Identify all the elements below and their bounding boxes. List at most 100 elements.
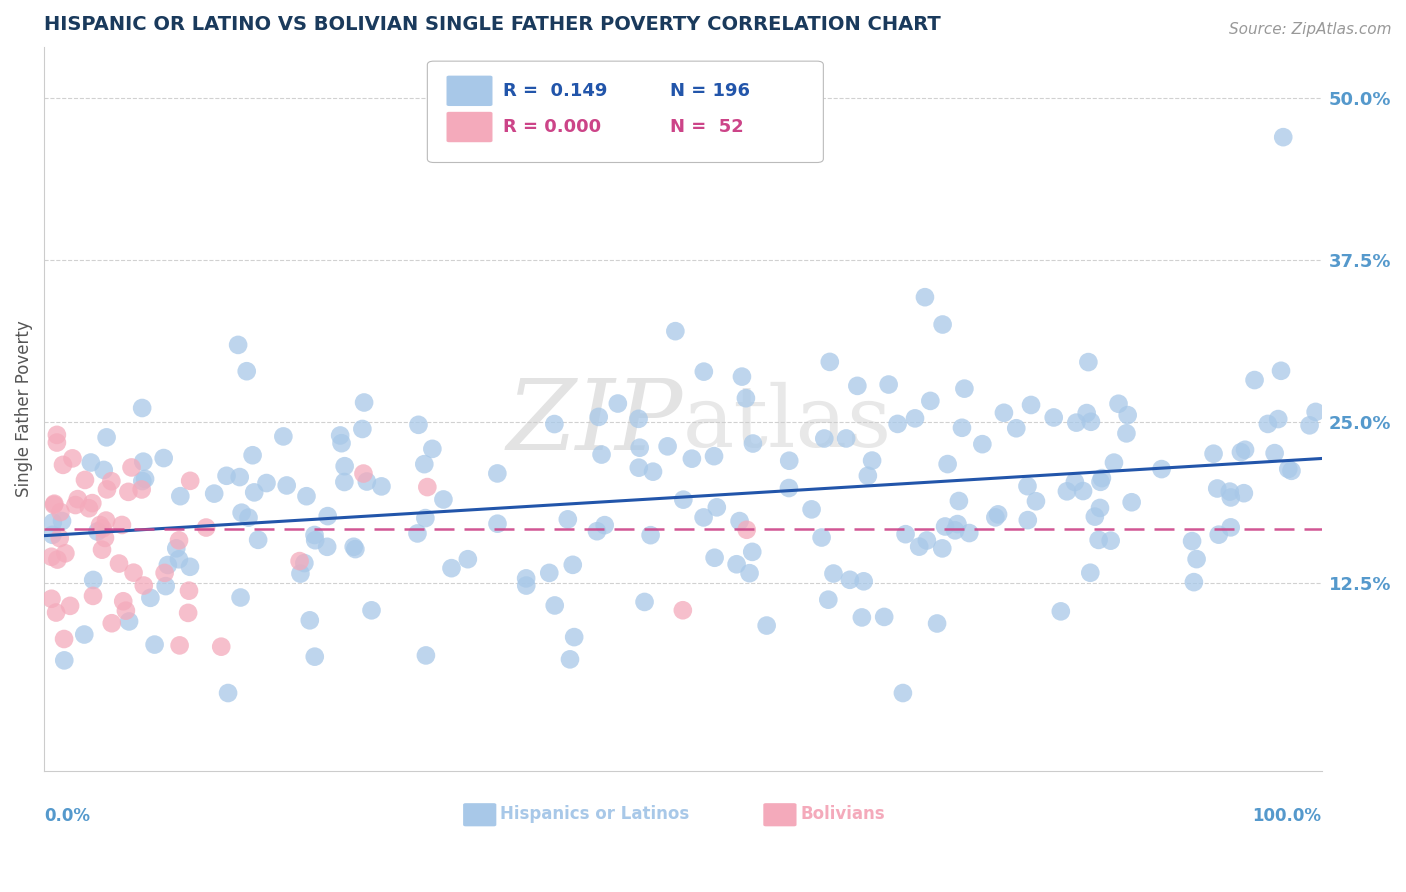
Point xyxy=(835,432,858,446)
Point xyxy=(672,603,695,617)
Point xyxy=(42,498,65,512)
Point xyxy=(229,591,252,605)
Point xyxy=(329,428,352,442)
Point xyxy=(353,395,375,409)
Point xyxy=(633,595,655,609)
Point xyxy=(65,498,87,512)
Point xyxy=(886,417,908,431)
Point xyxy=(66,492,89,507)
Point xyxy=(276,478,298,492)
Point xyxy=(891,686,914,700)
Point xyxy=(73,473,96,487)
Point xyxy=(235,364,257,378)
Point xyxy=(202,486,225,500)
Text: atlas: atlas xyxy=(683,382,891,465)
Point xyxy=(915,533,938,548)
Point xyxy=(416,480,439,494)
Point xyxy=(406,526,429,541)
Point xyxy=(1088,500,1111,515)
FancyBboxPatch shape xyxy=(447,76,492,106)
Point xyxy=(904,411,927,425)
Point xyxy=(167,533,190,548)
Point xyxy=(914,290,936,304)
Point xyxy=(118,615,141,629)
Point xyxy=(242,448,264,462)
FancyBboxPatch shape xyxy=(463,803,496,826)
Point xyxy=(48,531,70,545)
Point xyxy=(52,458,75,472)
Point xyxy=(256,476,278,491)
Text: R = 0.000: R = 0.000 xyxy=(503,118,600,136)
Point xyxy=(94,514,117,528)
Point xyxy=(177,583,200,598)
Point xyxy=(856,468,879,483)
Point xyxy=(1108,397,1130,411)
Point xyxy=(641,465,664,479)
Point xyxy=(486,467,509,481)
Point xyxy=(1298,418,1320,433)
Point xyxy=(413,457,436,471)
Point xyxy=(62,451,84,466)
Point xyxy=(800,502,823,516)
FancyBboxPatch shape xyxy=(427,62,824,162)
Point xyxy=(1219,491,1241,505)
Point xyxy=(920,393,942,408)
Point xyxy=(209,640,232,654)
Point xyxy=(738,566,761,581)
Point xyxy=(304,533,326,548)
Point xyxy=(846,379,869,393)
Point xyxy=(288,554,311,568)
Point xyxy=(292,556,315,570)
Point xyxy=(360,603,382,617)
Point xyxy=(755,618,778,632)
Point xyxy=(139,591,162,605)
Point xyxy=(408,417,430,432)
Point xyxy=(586,524,609,539)
Point xyxy=(672,492,695,507)
Point xyxy=(333,459,356,474)
Point xyxy=(725,558,748,572)
Point xyxy=(1277,462,1299,476)
Point xyxy=(627,460,650,475)
Point xyxy=(987,508,1010,522)
Point xyxy=(352,422,374,436)
Point xyxy=(810,531,832,545)
Point xyxy=(167,552,190,566)
Point xyxy=(91,542,114,557)
Point xyxy=(353,467,375,481)
Point xyxy=(91,522,114,536)
Point xyxy=(290,566,312,581)
Point xyxy=(111,518,134,533)
Text: Bolivians: Bolivians xyxy=(800,805,884,823)
Point xyxy=(1182,575,1205,590)
Point xyxy=(132,455,155,469)
Point xyxy=(1202,447,1225,461)
Point xyxy=(1116,408,1139,422)
Point xyxy=(1042,410,1064,425)
Point xyxy=(544,599,567,613)
Point xyxy=(731,369,754,384)
Point xyxy=(838,573,860,587)
Point xyxy=(1272,130,1295,145)
Point xyxy=(82,573,104,587)
Point xyxy=(112,594,135,608)
Point xyxy=(1121,495,1143,509)
Point xyxy=(1267,412,1289,426)
Point xyxy=(1219,520,1241,534)
Point xyxy=(558,652,581,666)
Point xyxy=(228,470,250,484)
Point xyxy=(692,510,714,524)
Point xyxy=(703,449,725,463)
Point xyxy=(817,592,839,607)
Text: R =  0.149: R = 0.149 xyxy=(503,82,607,100)
Point xyxy=(343,540,366,554)
Point xyxy=(1063,475,1085,489)
Point xyxy=(628,441,651,455)
Point xyxy=(1076,406,1098,420)
Point xyxy=(152,451,174,466)
Point xyxy=(936,457,959,471)
Point xyxy=(591,448,613,462)
Point xyxy=(73,627,96,641)
Point xyxy=(972,437,994,451)
Point xyxy=(925,616,948,631)
